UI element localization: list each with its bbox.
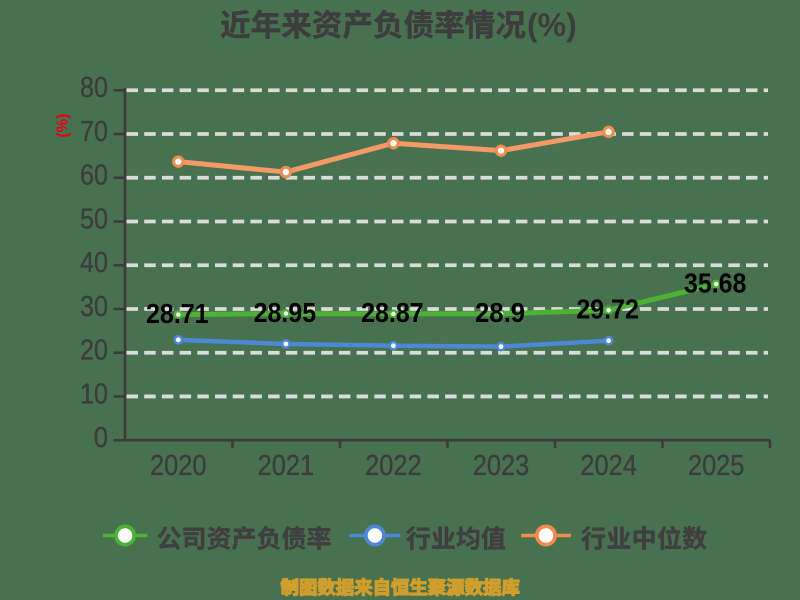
- svg-text:0: 0: [94, 422, 108, 454]
- svg-text:70: 70: [80, 116, 108, 148]
- svg-text:35.68: 35.68: [684, 267, 747, 298]
- svg-text:10: 10: [80, 378, 108, 410]
- svg-text:30: 30: [80, 291, 108, 323]
- svg-text:28.87: 28.87: [361, 297, 424, 328]
- svg-text:(%): (%): [527, 7, 577, 43]
- svg-text:80: 80: [80, 72, 108, 104]
- svg-text:28.9: 28.9: [475, 297, 525, 328]
- svg-text:28.95: 28.95: [254, 297, 317, 328]
- svg-text:2021: 2021: [258, 450, 315, 482]
- svg-text:(%): (%): [54, 114, 71, 138]
- svg-text:28.71: 28.71: [146, 298, 209, 329]
- svg-text:2024: 2024: [580, 450, 637, 482]
- svg-text:50: 50: [80, 203, 108, 235]
- svg-text:2022: 2022: [365, 450, 422, 482]
- svg-text:2020: 2020: [150, 450, 207, 482]
- svg-text:2025: 2025: [688, 450, 745, 482]
- svg-text:20: 20: [80, 335, 108, 367]
- svg-text:60: 60: [80, 160, 108, 192]
- svg-text:2023: 2023: [473, 450, 530, 482]
- svg-text:29.72: 29.72: [576, 293, 639, 324]
- svg-text:40: 40: [80, 247, 108, 279]
